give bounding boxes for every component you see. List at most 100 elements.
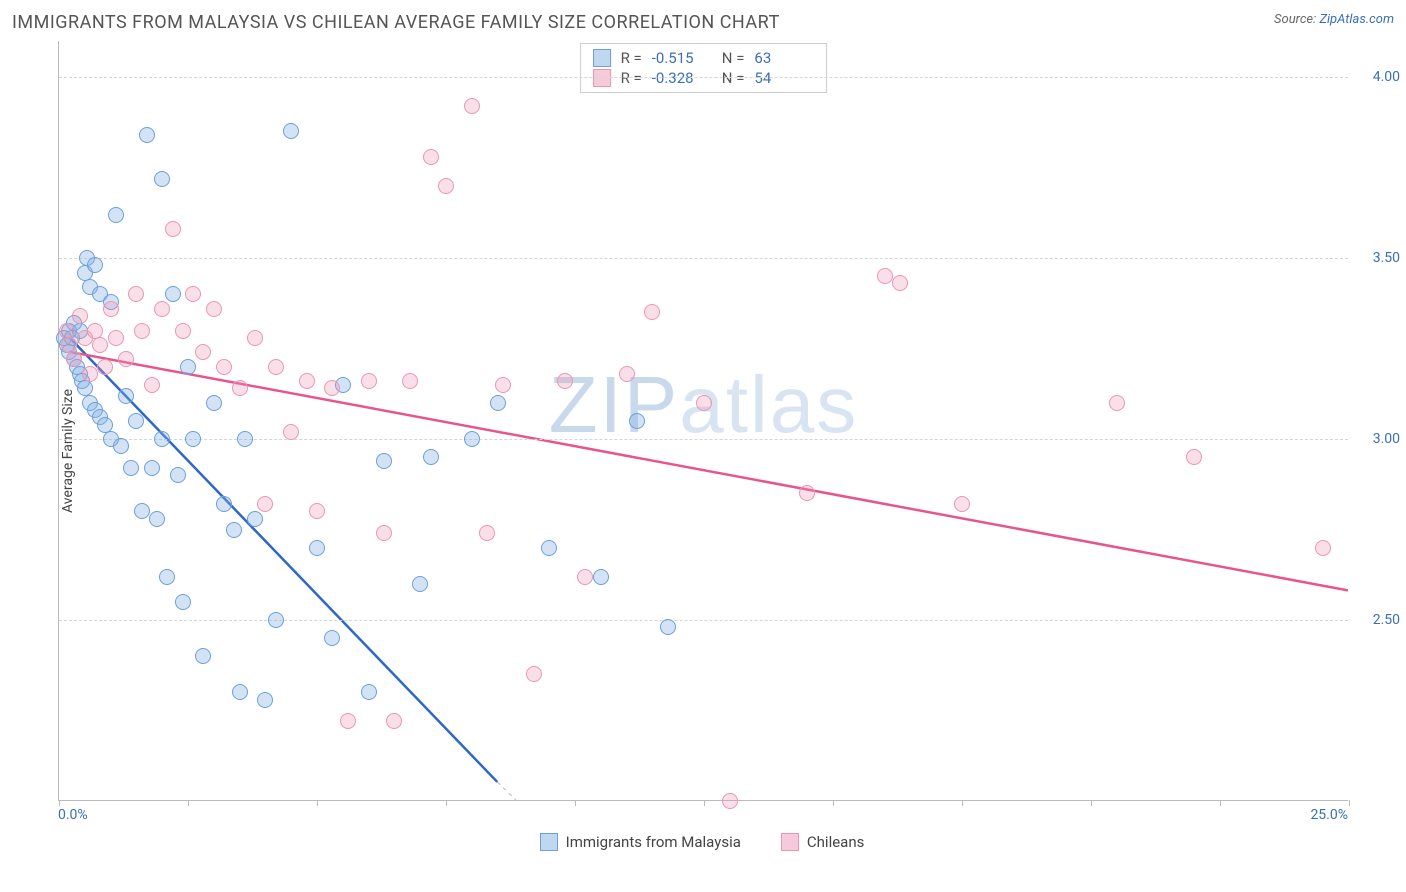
x-tick — [1091, 800, 1092, 806]
data-point — [66, 351, 82, 367]
data-point — [309, 540, 325, 556]
data-point — [123, 460, 139, 476]
data-point — [72, 308, 88, 324]
data-point — [376, 453, 392, 469]
series-legend: Immigrants from Malaysia Chileans — [12, 833, 1392, 851]
data-point — [165, 221, 181, 237]
data-point — [108, 330, 124, 346]
data-point — [268, 359, 284, 375]
data-point — [557, 373, 573, 389]
data-point — [423, 449, 439, 465]
chart-title: IMMIGRANTS FROM MALAYSIA VS CHILEAN AVER… — [12, 12, 780, 33]
legend-item-blue: Immigrants from Malaysia — [540, 833, 741, 851]
data-point — [92, 337, 108, 353]
data-point — [206, 301, 222, 317]
x-tick — [962, 800, 963, 806]
data-point — [232, 380, 248, 396]
data-point — [108, 207, 124, 223]
data-point — [577, 569, 593, 585]
data-point — [175, 594, 191, 610]
swatch-pink — [781, 833, 799, 851]
x-tick — [1220, 800, 1221, 806]
data-point — [103, 301, 119, 317]
data-point — [1186, 449, 1202, 465]
x-min-label: 0.0% — [58, 807, 88, 823]
n-label: N = — [722, 49, 745, 67]
data-point — [412, 576, 428, 592]
data-point — [59, 323, 75, 339]
x-tick — [833, 800, 834, 806]
data-point — [526, 666, 542, 682]
data-point — [144, 460, 160, 476]
data-point — [159, 569, 175, 585]
data-point — [283, 424, 299, 440]
data-point — [309, 503, 325, 519]
data-point — [237, 431, 253, 447]
data-point — [226, 522, 242, 538]
r-label: R = — [621, 49, 642, 67]
x-tick — [188, 800, 189, 806]
data-point — [619, 366, 635, 382]
data-point — [495, 377, 511, 393]
data-point — [644, 304, 660, 320]
data-point — [247, 330, 263, 346]
n-value-blue: 63 — [754, 49, 814, 67]
data-point — [361, 373, 377, 389]
x-tick — [704, 800, 705, 806]
data-point — [541, 540, 557, 556]
data-point — [128, 413, 144, 429]
y-tick-label: 3.50 — [1352, 250, 1400, 266]
data-point — [1315, 540, 1331, 556]
x-max-label: 25.0% — [1310, 807, 1348, 823]
data-point — [206, 395, 222, 411]
data-point — [180, 359, 196, 375]
data-point — [629, 413, 645, 429]
data-point — [149, 511, 165, 527]
data-point — [268, 612, 284, 628]
data-point — [247, 511, 263, 527]
data-point — [299, 373, 315, 389]
data-point — [97, 359, 113, 375]
data-point — [257, 496, 273, 512]
data-point — [490, 395, 506, 411]
x-tick — [317, 800, 318, 806]
data-point — [877, 268, 893, 284]
data-point — [464, 98, 480, 114]
y-tick-label: 4.00 — [1352, 69, 1400, 85]
data-point — [593, 569, 609, 585]
x-tick — [59, 800, 60, 806]
data-point — [216, 496, 232, 512]
data-point — [464, 431, 480, 447]
data-point — [128, 286, 144, 302]
data-point — [195, 648, 211, 664]
data-point — [154, 301, 170, 317]
x-tick — [575, 800, 576, 806]
x-tick — [446, 800, 447, 806]
chart-container: Average Family Size ZIPatlas R = -0.515 … — [12, 41, 1392, 861]
data-point — [134, 323, 150, 339]
gridline — [59, 77, 1348, 78]
data-point — [170, 467, 186, 483]
x-tick — [1349, 800, 1350, 806]
data-point — [799, 485, 815, 501]
gridline — [59, 258, 1348, 259]
data-point — [118, 388, 134, 404]
stats-row-blue: R = -0.515 N = 63 — [593, 48, 815, 68]
data-point — [144, 377, 160, 393]
data-point — [660, 619, 676, 635]
y-tick-label: 2.50 — [1352, 612, 1400, 628]
data-point — [154, 431, 170, 447]
x-axis-labels: 0.0% 25.0% — [58, 807, 1348, 831]
legend-label-pink: Chileans — [807, 833, 864, 851]
data-point — [118, 351, 134, 367]
data-point — [283, 123, 299, 139]
source-link[interactable]: ZipAtlas.com — [1319, 12, 1394, 27]
data-point — [402, 373, 418, 389]
stats-legend: R = -0.515 N = 63 R = -0.328 N = 54 — [580, 43, 828, 93]
y-tick-label: 3.00 — [1352, 431, 1400, 447]
legend-label-blue: Immigrants from Malaysia — [566, 833, 741, 851]
data-point — [185, 431, 201, 447]
data-point — [892, 275, 908, 291]
data-point — [134, 503, 150, 519]
source-attribution: Source: ZipAtlas.com — [1274, 12, 1394, 27]
